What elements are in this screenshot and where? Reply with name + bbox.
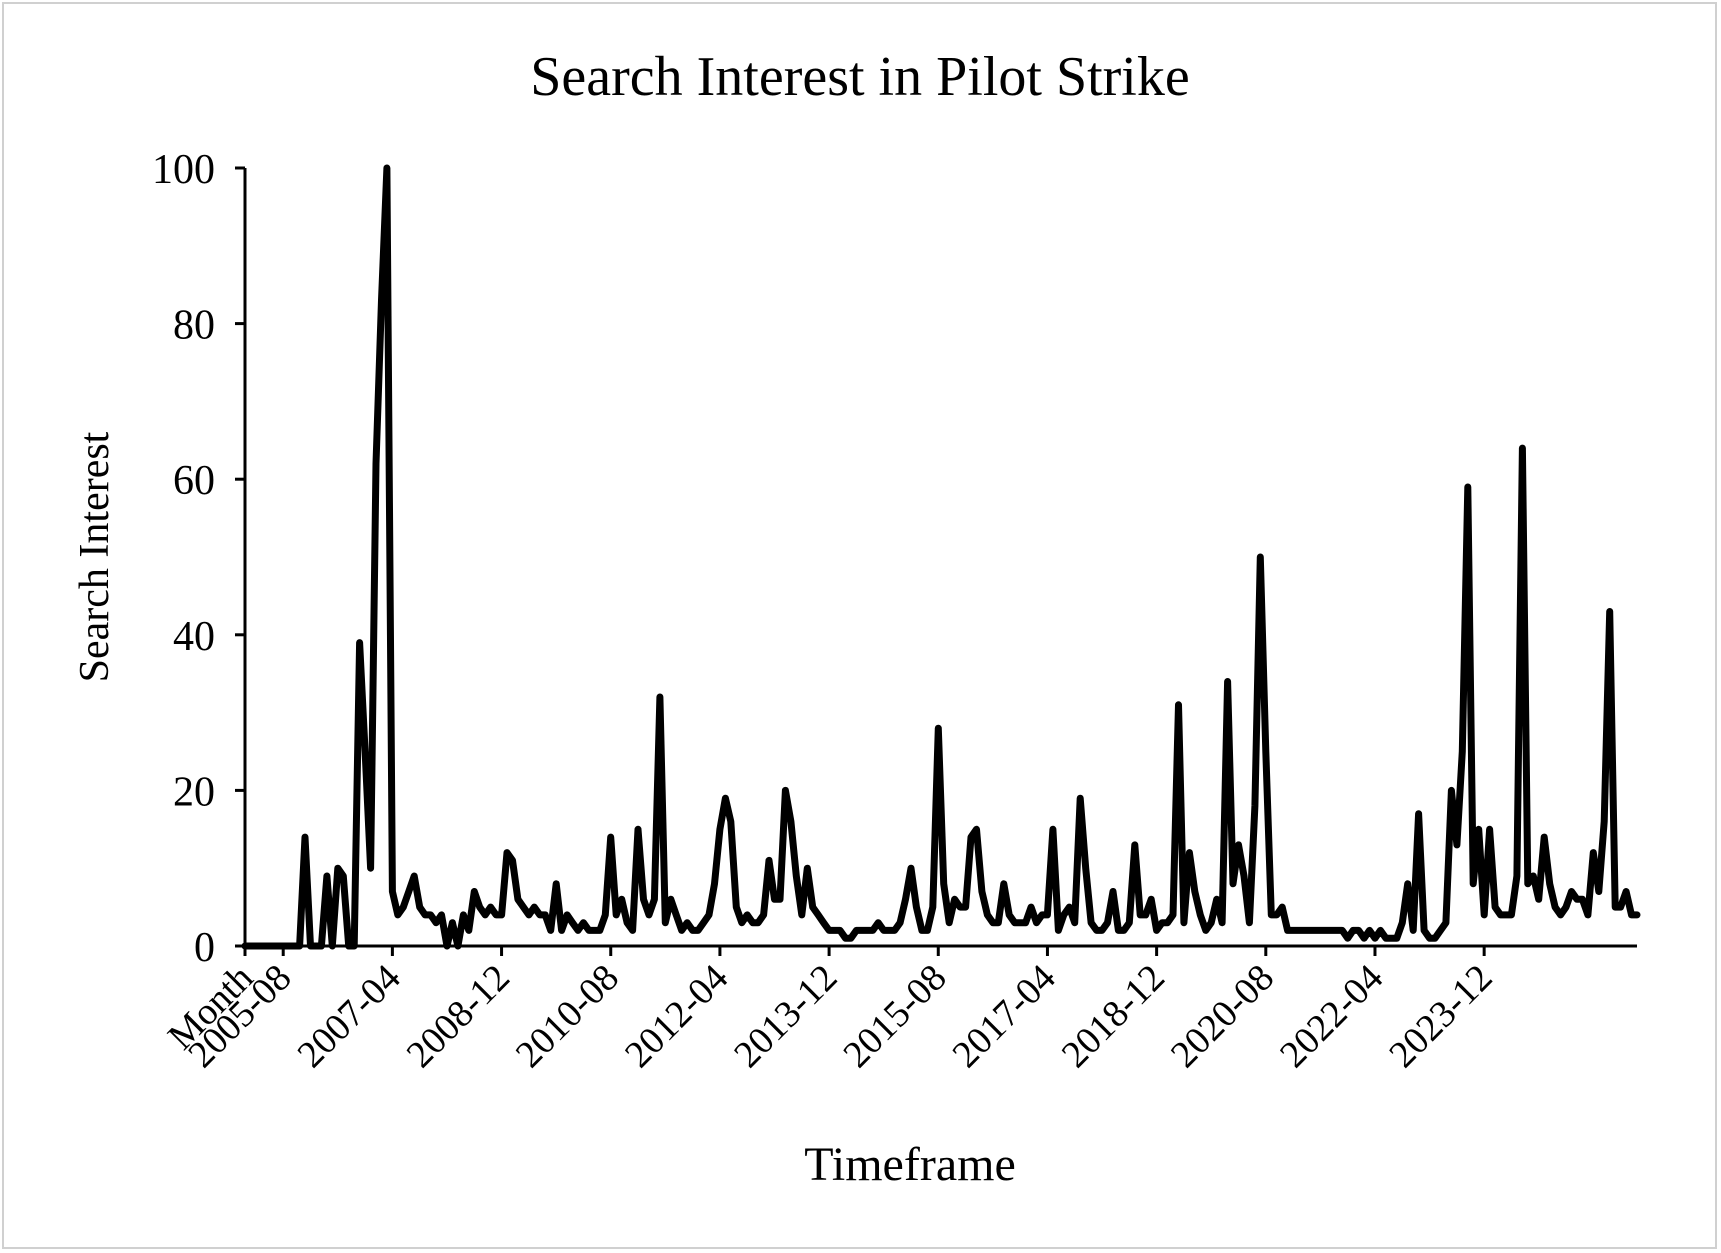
y-tick-label: 80 <box>173 303 215 349</box>
series-line <box>241 164 1641 950</box>
y-tick-label: 40 <box>173 614 215 660</box>
x-tick-label: 2015-08 <box>835 957 954 1076</box>
x-tick-label: 2023-12 <box>1381 957 1500 1076</box>
y-axis-label: Search Interest <box>72 431 118 682</box>
x-axis: Month2005-082007-042008-122010-082012-04… <box>160 946 1501 1076</box>
y-tick-label: 0 <box>194 925 215 971</box>
y-tick-label: 60 <box>173 458 215 504</box>
y-axis: 0 20 40 60 80 100 <box>152 147 245 971</box>
x-tick-label: 2010-08 <box>508 957 627 1076</box>
x-tick-label: 2012-04 <box>617 957 736 1076</box>
x-axis-label: Timeframe <box>804 1138 1016 1191</box>
x-tick-label: 2007-04 <box>289 957 408 1076</box>
x-tick-label: 2008-12 <box>399 957 518 1076</box>
y-tick-label: 20 <box>173 769 215 815</box>
y-tick-label: 100 <box>152 147 215 193</box>
x-tick-label: 2022-04 <box>1272 957 1391 1076</box>
x-tick-label: 2013-12 <box>726 957 845 1076</box>
chart-title: Search Interest in Pilot Strike <box>530 46 1189 108</box>
x-tick-label: 2018-12 <box>1054 957 1173 1076</box>
x-tick-label: 2020-08 <box>1163 957 1282 1076</box>
x-tick-label: 2017-04 <box>945 957 1064 1076</box>
